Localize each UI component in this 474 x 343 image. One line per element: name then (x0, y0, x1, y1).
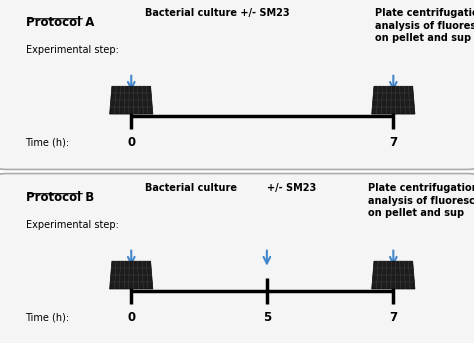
Text: Time (h):: Time (h): (26, 312, 70, 322)
Text: Time (h):: Time (h): (26, 137, 70, 147)
Text: Bacterial culture +/- SM23: Bacterial culture +/- SM23 (145, 8, 290, 18)
Text: 7: 7 (389, 310, 397, 323)
Polygon shape (372, 261, 415, 289)
FancyBboxPatch shape (0, 174, 474, 343)
Text: Protocol B: Protocol B (26, 191, 94, 204)
Text: Experimental step:: Experimental step: (26, 45, 119, 55)
Text: +/- SM23: +/- SM23 (267, 183, 316, 193)
Text: 5: 5 (263, 310, 271, 323)
Text: 7: 7 (389, 135, 397, 149)
Polygon shape (109, 86, 153, 114)
Text: 0: 0 (127, 135, 135, 149)
Text: Plate centrifugation and
analysis of fluorescence
on pellet and sup: Plate centrifugation and analysis of flu… (368, 183, 474, 218)
Text: Protocol A: Protocol A (26, 16, 94, 29)
Text: Experimental step:: Experimental step: (26, 220, 119, 230)
Text: Bacterial culture: Bacterial culture (145, 183, 237, 193)
Polygon shape (372, 86, 415, 114)
Polygon shape (109, 261, 153, 289)
Text: Plate centrifugation and
analysis of fluorescence
on pellet and sup: Plate centrifugation and analysis of flu… (375, 8, 474, 43)
FancyBboxPatch shape (0, 0, 474, 169)
Text: 0: 0 (127, 310, 135, 323)
